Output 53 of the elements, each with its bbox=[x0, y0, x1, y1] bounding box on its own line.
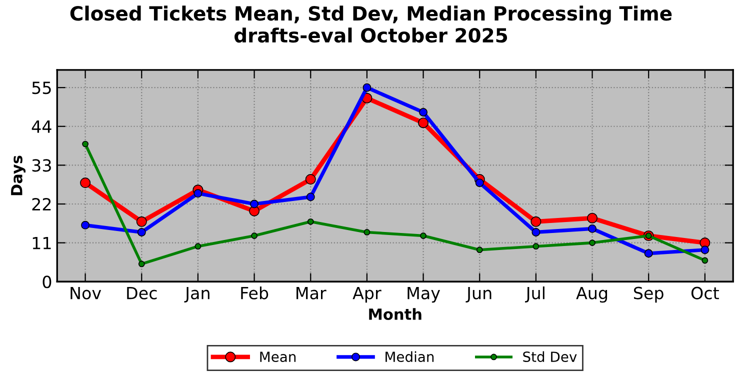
point bbox=[532, 243, 540, 250]
point bbox=[194, 243, 202, 250]
point bbox=[588, 224, 597, 233]
point bbox=[362, 83, 372, 92]
legend-label: Mean bbox=[260, 352, 296, 362]
point bbox=[307, 218, 314, 225]
chart-title: Closed Tickets Mean, Std Dev, Median Processing Time drafts-eval October 2025 bbox=[70, 6, 672, 43]
x-tick-label: Jul bbox=[525, 286, 544, 302]
y-tick-label: 0 bbox=[42, 276, 52, 288]
point bbox=[136, 216, 147, 227]
x-tick-label: Aug bbox=[576, 286, 608, 303]
x-axis-title: Month bbox=[369, 308, 422, 320]
point bbox=[80, 178, 91, 188]
point bbox=[250, 200, 259, 208]
point bbox=[138, 260, 145, 268]
point bbox=[194, 189, 202, 198]
y-tick-label: 22 bbox=[32, 198, 51, 210]
x-tick-label: Oct bbox=[691, 286, 719, 300]
point bbox=[364, 229, 370, 236]
x-tick-label: Apr bbox=[352, 286, 382, 303]
point bbox=[81, 220, 90, 230]
x-tick-label: Sep bbox=[634, 286, 664, 303]
point bbox=[82, 140, 88, 148]
x-tick-label: Nov bbox=[70, 286, 102, 300]
y-tick-label: 55 bbox=[32, 82, 51, 94]
point bbox=[419, 108, 428, 117]
y-axis-title: Days bbox=[11, 156, 26, 196]
point bbox=[702, 257, 708, 264]
point bbox=[586, 212, 598, 224]
x-tick-label: Mar bbox=[296, 286, 326, 300]
point bbox=[418, 118, 429, 128]
point bbox=[137, 228, 146, 236]
point bbox=[589, 240, 596, 246]
point bbox=[532, 228, 540, 236]
point bbox=[306, 192, 315, 202]
x-tick-label: Jan bbox=[184, 286, 210, 302]
point bbox=[305, 174, 316, 185]
point bbox=[700, 246, 710, 254]
y-tick-label: 11 bbox=[32, 236, 51, 250]
x-tick-label: Feb bbox=[241, 286, 268, 300]
x-tick-label: May bbox=[408, 286, 440, 303]
legend-label: Std Dev bbox=[523, 351, 577, 362]
legend-label: Median bbox=[386, 351, 434, 362]
point bbox=[530, 216, 542, 227]
point bbox=[251, 232, 258, 239]
point bbox=[476, 246, 483, 254]
y-tick-label: 33 bbox=[32, 159, 51, 172]
point bbox=[644, 249, 653, 258]
y-tick-label: 44 bbox=[32, 120, 52, 133]
x-tick-label: Dec bbox=[127, 286, 157, 300]
x-tick-label: Jun bbox=[466, 286, 492, 302]
point bbox=[420, 232, 426, 239]
point bbox=[475, 178, 484, 188]
